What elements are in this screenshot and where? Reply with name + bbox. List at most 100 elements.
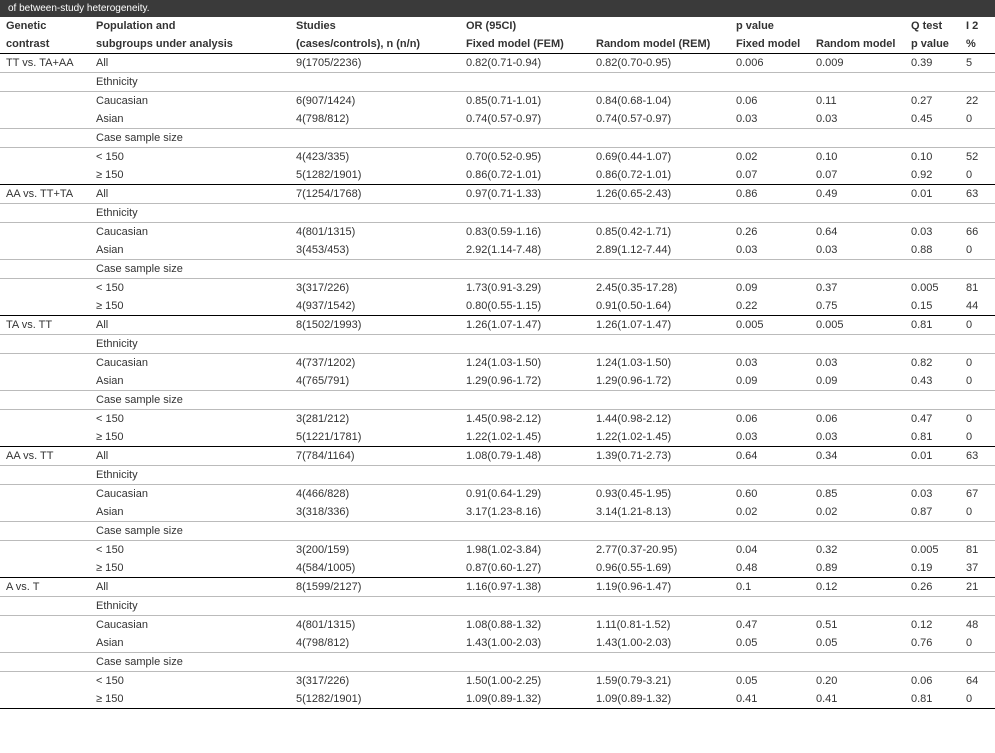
qtest-cell: 0.76: [905, 634, 960, 653]
section-header-label: Case sample size: [90, 391, 995, 410]
qtest-cell: 0.39: [905, 54, 960, 73]
pfixed-cell: 0.47: [730, 616, 810, 635]
prandom-cell: 0.49: [810, 185, 905, 204]
population-cell: Asian: [90, 110, 290, 129]
population-cell: < 150: [90, 279, 290, 298]
rem-cell: 1.26(1.07-1.47): [590, 316, 730, 335]
i2-cell: 64: [960, 672, 995, 691]
header-population-l1: Population and: [90, 17, 290, 35]
section-header-label: Case sample size: [90, 653, 995, 672]
rem-cell: 1.44(0.98-2.12): [590, 410, 730, 429]
population-cell: All: [90, 316, 290, 335]
qtest-cell: 0.81: [905, 690, 960, 709]
rem-cell: 1.39(0.71-2.73): [590, 447, 730, 466]
fem-cell: 0.97(0.71-1.33): [460, 185, 590, 204]
contrast-cell: [0, 279, 90, 298]
studies-cell: 9(1705/2236): [290, 54, 460, 73]
prandom-cell: 0.03: [810, 354, 905, 373]
contrast-cell: [0, 690, 90, 709]
studies-cell: 6(907/1424): [290, 92, 460, 111]
rem-cell: 0.82(0.70-0.95): [590, 54, 730, 73]
population-cell: ≥ 150: [90, 428, 290, 447]
contrast-cell: [0, 485, 90, 504]
contrast-cell: AA vs. TT+TA: [0, 185, 90, 204]
population-cell: Asian: [90, 241, 290, 260]
studies-cell: 4(584/1005): [290, 559, 460, 578]
studies-cell: 3(317/226): [290, 672, 460, 691]
fem-cell: 0.86(0.72-1.01): [460, 166, 590, 185]
section-header-label: Ethnicity: [90, 204, 995, 223]
fem-cell: 1.26(1.07-1.47): [460, 316, 590, 335]
section-blank: [0, 653, 90, 672]
population-cell: < 150: [90, 541, 290, 560]
prandom-cell: 0.34: [810, 447, 905, 466]
population-cell: Caucasian: [90, 92, 290, 111]
fem-cell: 0.74(0.57-0.97): [460, 110, 590, 129]
section-header-label: Ethnicity: [90, 597, 995, 616]
prandom-cell: 0.005: [810, 316, 905, 335]
pfixed-cell: 0.006: [730, 54, 810, 73]
fem-cell: 3.17(1.23-8.16): [460, 503, 590, 522]
rem-cell: 0.85(0.42-1.71): [590, 223, 730, 242]
section-blank: [0, 597, 90, 616]
i2-cell: 0: [960, 690, 995, 709]
prandom-cell: 0.37: [810, 279, 905, 298]
prandom-cell: 0.32: [810, 541, 905, 560]
rem-cell: 1.09(0.89-1.32): [590, 690, 730, 709]
fem-cell: 0.87(0.60-1.27): [460, 559, 590, 578]
pfixed-cell: 0.04: [730, 541, 810, 560]
i2-cell: 37: [960, 559, 995, 578]
header-genetic-l2: contrast: [0, 35, 90, 54]
population-cell: Asian: [90, 372, 290, 391]
qtest-cell: 0.06: [905, 672, 960, 691]
population-cell: All: [90, 447, 290, 466]
contrast-cell: [0, 223, 90, 242]
fem-cell: 1.24(1.03-1.50): [460, 354, 590, 373]
studies-cell: 8(1502/1993): [290, 316, 460, 335]
header-q-l1: Q test: [905, 17, 960, 35]
contrast-cell: [0, 92, 90, 111]
qtest-cell: 0.81: [905, 316, 960, 335]
fem-cell: 1.08(0.79-1.48): [460, 447, 590, 466]
fem-cell: 0.85(0.71-1.01): [460, 92, 590, 111]
i2-cell: 0: [960, 316, 995, 335]
qtest-cell: 0.15: [905, 297, 960, 316]
studies-cell: 5(1282/1901): [290, 166, 460, 185]
pfixed-cell: 0.22: [730, 297, 810, 316]
section-blank: [0, 335, 90, 354]
pfixed-cell: 0.03: [730, 354, 810, 373]
rem-cell: 0.93(0.45-1.95): [590, 485, 730, 504]
contrast-cell: [0, 634, 90, 653]
studies-cell: 4(801/1315): [290, 616, 460, 635]
qtest-cell: 0.10: [905, 148, 960, 167]
pfixed-cell: 0.86: [730, 185, 810, 204]
qtest-cell: 0.81: [905, 428, 960, 447]
prandom-cell: 0.02: [810, 503, 905, 522]
rem-cell: 0.86(0.72-1.01): [590, 166, 730, 185]
qtest-cell: 0.19: [905, 559, 960, 578]
contrast-cell: [0, 503, 90, 522]
studies-cell: 4(737/1202): [290, 354, 460, 373]
section-blank: [0, 204, 90, 223]
pfixed-cell: 0.03: [730, 241, 810, 260]
fem-cell: 1.22(1.02-1.45): [460, 428, 590, 447]
population-cell: ≥ 150: [90, 690, 290, 709]
rem-cell: 1.22(1.02-1.45): [590, 428, 730, 447]
studies-cell: 8(1599/2127): [290, 578, 460, 597]
section-header-label: Case sample size: [90, 260, 995, 279]
fem-cell: 1.16(0.97-1.38): [460, 578, 590, 597]
studies-cell: 4(765/791): [290, 372, 460, 391]
pfixed-cell: 0.03: [730, 110, 810, 129]
population-cell: Caucasian: [90, 354, 290, 373]
population-cell: ≥ 150: [90, 297, 290, 316]
rem-cell: 0.84(0.68-1.04): [590, 92, 730, 111]
rem-cell: 1.19(0.96-1.47): [590, 578, 730, 597]
section-header-label: Ethnicity: [90, 335, 995, 354]
contrast-cell: [0, 541, 90, 560]
contrast-cell: [0, 110, 90, 129]
i2-cell: 0: [960, 410, 995, 429]
pfixed-cell: 0.26: [730, 223, 810, 242]
prandom-cell: 0.51: [810, 616, 905, 635]
section-header-label: Case sample size: [90, 129, 995, 148]
prandom-cell: 0.85: [810, 485, 905, 504]
